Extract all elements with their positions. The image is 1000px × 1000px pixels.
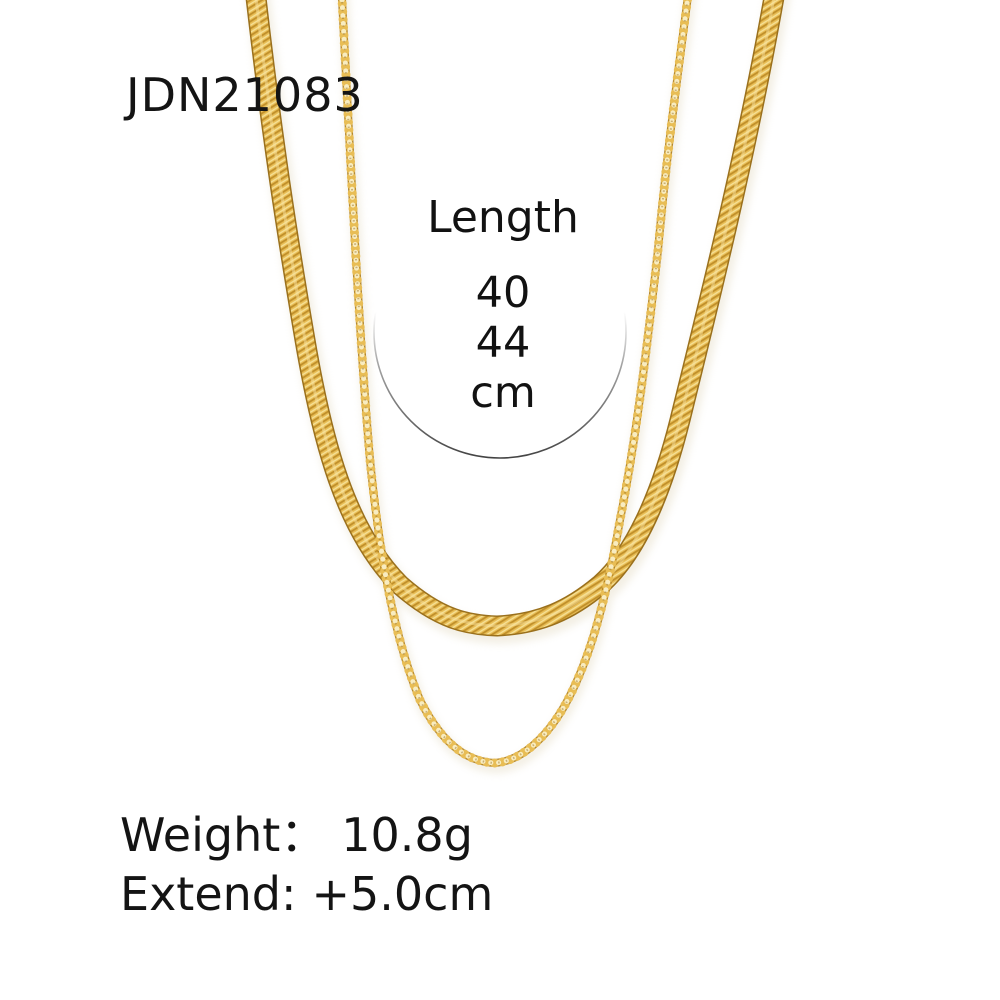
- length-title: Length: [427, 192, 579, 243]
- length-unit: cm: [470, 368, 536, 418]
- weight-label: Weight：: [120, 808, 327, 862]
- product-code: JDN21083: [126, 68, 364, 122]
- weight-value: 10.8g: [341, 808, 473, 862]
- length-value-2: 44: [475, 318, 531, 368]
- rope-chain: [337, 0, 692, 768]
- length-value-1: 40: [475, 268, 531, 318]
- herringbone-chain: [245, 0, 785, 637]
- extend-value: +5.0cm: [311, 867, 494, 921]
- spec-list: Weight： 10.8g Extend: +5.0cm: [120, 806, 493, 924]
- length-badge-text: Length 40 44 cm: [378, 192, 628, 418]
- length-circle-badge: [373, 205, 627, 459]
- spec-weight-row: Weight： 10.8g: [120, 806, 493, 865]
- spec-extend-row: Extend: +5.0cm: [120, 865, 493, 924]
- extend-label: Extend:: [120, 867, 297, 921]
